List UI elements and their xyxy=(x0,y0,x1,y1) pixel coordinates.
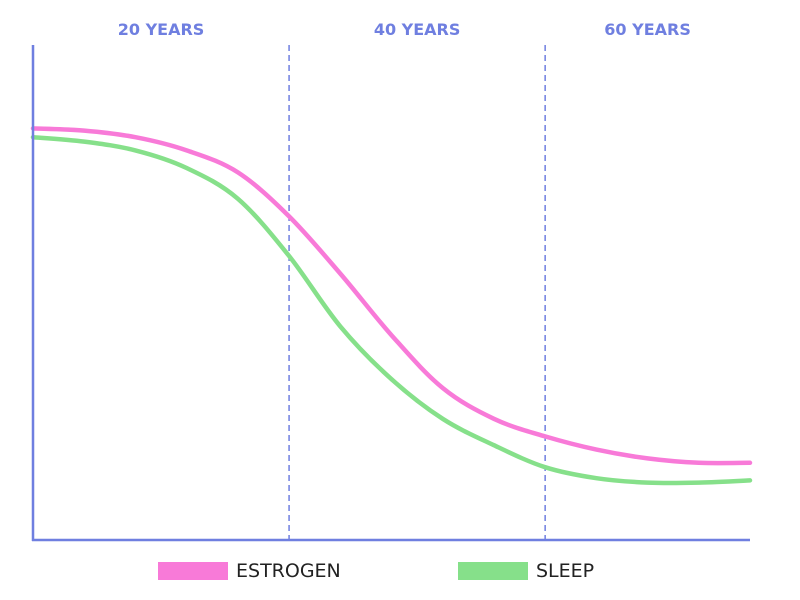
legend-label-estrogen: ESTROGEN xyxy=(236,560,341,582)
series-line-sleep xyxy=(30,134,753,486)
period-label-2: 40 YEARS xyxy=(374,20,461,39)
legend-swatch-estrogen xyxy=(158,562,228,580)
period-label-3: 60 YEARS xyxy=(604,20,691,39)
series-line-estrogen xyxy=(30,126,753,466)
legend-label-sleep: SLEEP xyxy=(536,560,595,582)
legend-item-estrogen: ESTROGEN xyxy=(158,560,341,582)
legend-swatch-sleep xyxy=(458,562,528,580)
period-label-1: 20 YEARS xyxy=(118,20,205,39)
legend-item-sleep: SLEEP xyxy=(458,560,594,582)
